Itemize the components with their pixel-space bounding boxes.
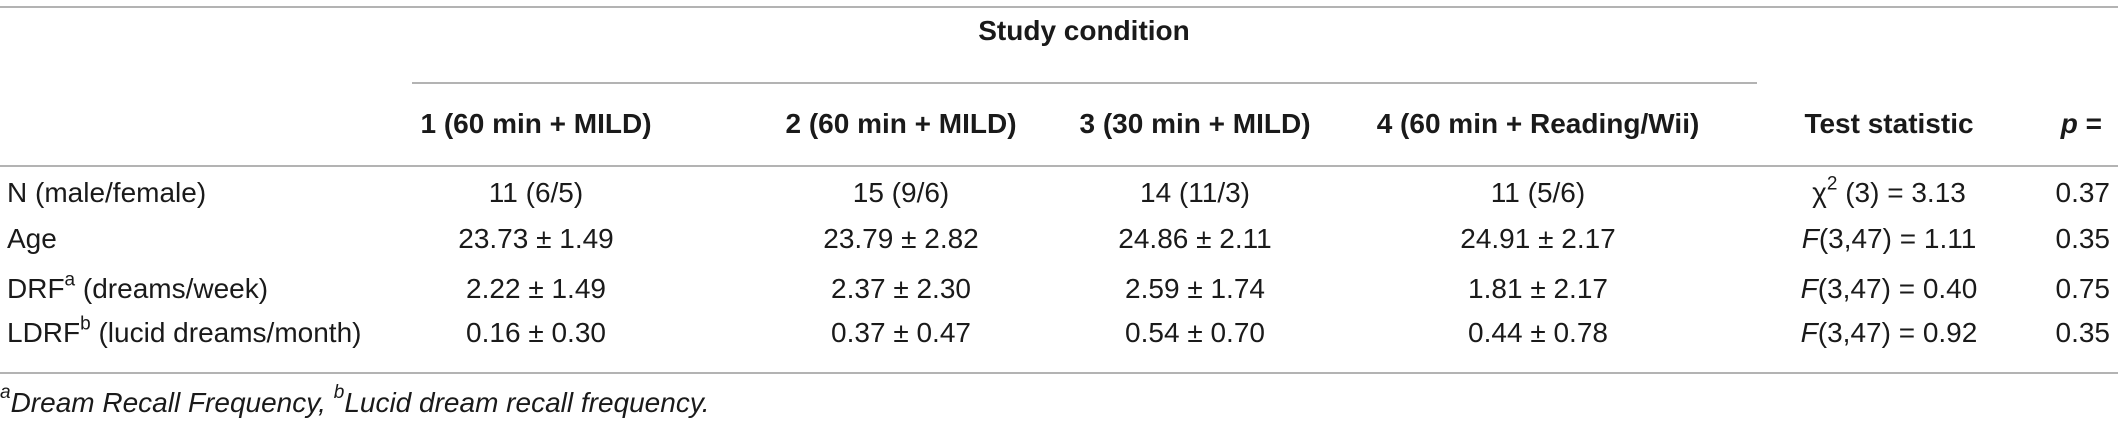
cell-condition-2: 15 (9/6) [852,177,950,208]
column-header-condition-3: 3 (30 min + MILD) [1079,108,1311,139]
test-value: (3,47) = 0.92 [1817,317,1978,348]
table-footnote: aDream Recall Frequency, bLucid dream re… [0,383,710,420]
column-header-condition-1: 1 (60 min + MILD) [420,108,652,139]
footnote-text-a: Dream Recall Frequency, [10,387,334,418]
cell-condition-3: 2.59 ± 1.74 [1125,273,1265,304]
row-label-main: LDRF [7,317,81,348]
cell-test-statistic: χ2 (3) = 3.13 [1812,173,1966,210]
table-bottom-rule [0,372,2118,374]
row-label: LDRFb (lucid dreams/month) [7,313,362,350]
footnote-marker-a: a [0,381,11,403]
chi-superscript: 2 [1826,173,1838,195]
cell-condition-1: 11 (6/5) [488,177,584,208]
row-label-main: DRF [7,273,65,304]
column-header-condition-4: 4 (60 min + Reading/Wii) [1376,108,1700,139]
cell-condition-2: 2.37 ± 2.30 [831,273,971,304]
cell-condition-4: 11 (5/6) [1490,177,1586,208]
row-label: Age [7,223,57,254]
p-letter: p [2060,108,2078,139]
cell-condition-4: 24.91 ± 2.17 [1460,223,1616,254]
group-header-study-condition: Study condition [978,15,1190,46]
footnote-text-b: Lucid dream recall frequency. [344,387,710,418]
footnote-marker: b [80,313,91,335]
row-label: DRFa (dreams/week) [7,269,269,306]
cell-condition-4: 0.44 ± 0.78 [1468,317,1608,348]
table-top-rule [0,6,2118,8]
cell-condition-4: 1.81 ± 2.17 [1468,273,1608,304]
footnote-marker: a [64,269,76,291]
column-header-test-statistic: Test statistic [1804,108,1974,139]
p-equals: = [2077,108,2102,139]
column-header-condition-2: 2 (60 min + MILD) [785,108,1017,139]
test-value: (3,47) = 1.11 [1818,223,1977,254]
cell-p-value: 0.35 [2055,223,2111,254]
row-label-unit: (lucid dreams/month) [90,317,362,348]
f-letter: F [1800,317,1818,348]
column-header-p: p = [2061,107,2102,141]
cell-test-statistic: F(3,47) = 0.92 [1801,316,1978,350]
cell-condition-3: 0.54 ± 0.70 [1125,317,1265,348]
cell-test-statistic: F(3,47) = 1.11 [1802,222,1977,256]
cell-condition-2: 23.79 ± 2.82 [823,223,979,254]
cell-condition-2: 0.37 ± 0.47 [831,317,971,348]
cell-condition-1: 0.16 ± 0.30 [466,317,606,348]
test-value: (3) = 3.13 [1837,177,1966,208]
row-label-unit: (dreams/week) [75,273,269,304]
f-letter: F [1801,223,1819,254]
cell-test-statistic: F(3,47) = 0.40 [1801,272,1978,306]
cell-condition-1: 23.73 ± 1.49 [458,223,614,254]
cell-p-value: 0.75 [2055,273,2111,304]
cell-condition-3: 24.86 ± 2.11 [1118,223,1272,254]
footnote-marker-b: b [333,381,345,403]
cell-condition-3: 14 (11/3) [1140,177,1250,208]
chi-symbol: χ [1812,177,1827,208]
header-bottom-rule [0,165,2118,167]
f-letter: F [1800,273,1818,304]
row-label: N (male/female) [7,177,207,208]
cell-condition-1: 2.22 ± 1.49 [466,273,606,304]
test-value: (3,47) = 0.40 [1817,273,1978,304]
group-header-rule [412,82,1757,84]
cell-p-value: 0.35 [2055,317,2111,348]
cell-p-value: 0.37 [2055,177,2111,208]
